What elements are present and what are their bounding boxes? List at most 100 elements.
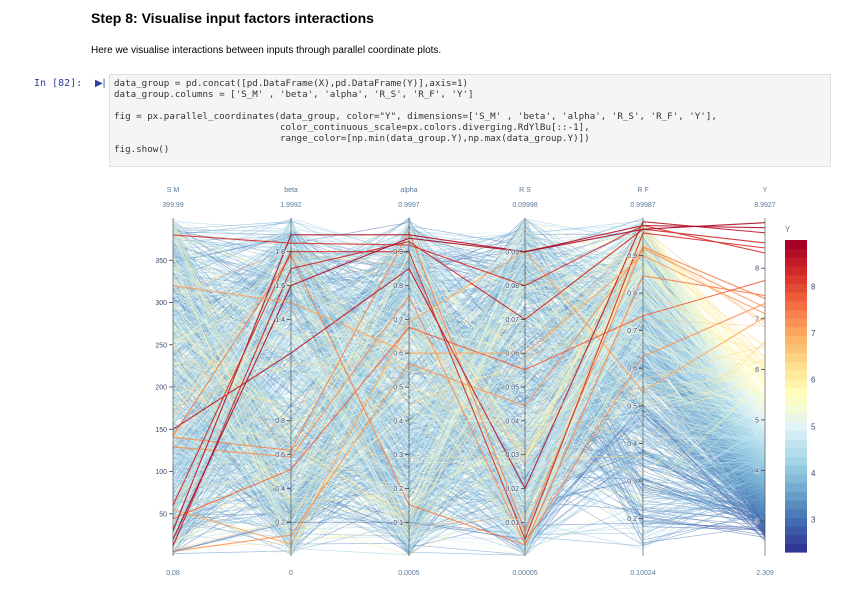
data-line bbox=[172, 248, 766, 367]
axis-tick-label: 0.01 bbox=[505, 520, 519, 527]
axis-tick-label: 0.08 bbox=[505, 283, 519, 290]
axis-tick-label: 350 bbox=[155, 258, 167, 265]
colorbar-segment bbox=[785, 396, 807, 406]
parallel-coordinates-plot[interactable]: S M 399.99 0.08 50 100 150 200 250 300 350 beta 1.9… bbox=[105, 180, 825, 605]
data-line bbox=[172, 232, 766, 541]
axis-bottom-value: 0 bbox=[289, 570, 293, 577]
data-line bbox=[172, 313, 766, 526]
axis-label: S M bbox=[167, 187, 180, 194]
data-line bbox=[172, 228, 766, 547]
code-line: data_group.columns = ['S_M' , 'beta', 'a… bbox=[114, 89, 474, 100]
axis-tick-label: 50 bbox=[159, 511, 167, 518]
axis-top-value: 8.9927 bbox=[754, 202, 776, 209]
data-line bbox=[172, 228, 766, 544]
colorbar: Y 3 4 5 6 7 8 bbox=[785, 225, 816, 553]
data-line bbox=[172, 279, 766, 406]
data-line bbox=[172, 249, 766, 545]
data-line bbox=[172, 264, 766, 537]
data-line bbox=[172, 328, 766, 463]
data-line bbox=[172, 254, 766, 556]
data-line bbox=[172, 242, 766, 466]
colorbar-segment bbox=[785, 240, 807, 250]
data-line bbox=[172, 224, 766, 287]
axis-tick-label: 5 bbox=[755, 417, 759, 424]
data-line bbox=[172, 267, 766, 551]
colorbar-segment bbox=[785, 526, 807, 536]
colorbar-segment bbox=[785, 439, 807, 449]
colorbar-tick-label: 7 bbox=[811, 329, 816, 338]
axis-tick-label: 0.2 bbox=[275, 520, 285, 527]
colorbar-segment bbox=[785, 517, 807, 527]
run-cell-icon[interactable]: ▶​| bbox=[95, 78, 106, 89]
axes-layer: S M399.990.0850100150200250300350beta1.9… bbox=[155, 187, 776, 577]
colorbar-segment bbox=[785, 543, 807, 553]
data-line bbox=[172, 243, 766, 535]
axis-label: Y bbox=[763, 187, 768, 194]
colorbar-segment bbox=[785, 422, 807, 432]
axis-r-s: R S 0.09998 0.00005 0.01 0.02 0.03 0.04 0.05 0.0… bbox=[505, 187, 538, 577]
plot-svg[interactable]: S M399.990.0850100150200250300350beta1.9… bbox=[105, 180, 825, 600]
data-line bbox=[172, 235, 766, 548]
colorbar-segment bbox=[785, 378, 807, 388]
axis-tick-label: 0.2 bbox=[627, 516, 637, 523]
data-line bbox=[172, 294, 766, 546]
code-line: data_group = pd.concat([pd.DataFrame(X),… bbox=[114, 78, 469, 89]
data-line bbox=[172, 230, 766, 548]
data-line bbox=[172, 267, 766, 411]
data-line bbox=[172, 312, 766, 515]
axis-tick-label: 0.4 bbox=[393, 418, 403, 425]
colorbar-segment bbox=[785, 326, 807, 336]
axis-tick-label: 0.8 bbox=[275, 418, 285, 425]
axis-s-m: S M 399.99 0.08 50 100 150 200 250 300 350 bbox=[155, 187, 184, 577]
colorbar-segment bbox=[785, 448, 807, 458]
data-line bbox=[172, 261, 766, 554]
axis-bottom-value: 0.00005 bbox=[512, 570, 537, 577]
data-line bbox=[172, 221, 766, 490]
axis-tick-label: 150 bbox=[155, 427, 167, 434]
data-line bbox=[172, 256, 766, 442]
axis-tick-label: 8 bbox=[755, 266, 759, 273]
code-line: fig.show() bbox=[114, 144, 170, 155]
axis-tick-label: 1.8 bbox=[275, 249, 285, 256]
data-line bbox=[172, 222, 766, 537]
data-line bbox=[172, 240, 766, 475]
code-cell[interactable]: data_group = pd.concat([pd.DataFrame(X),… bbox=[109, 74, 831, 167]
data-line bbox=[172, 318, 766, 517]
colorbar-segment bbox=[785, 534, 807, 544]
data-line bbox=[172, 230, 766, 533]
step-heading: Step 8: Visualise input factors interact… bbox=[91, 10, 374, 26]
data-line bbox=[172, 292, 766, 531]
axis-tick-label: 0.07 bbox=[505, 317, 519, 324]
axis-tick-label: 200 bbox=[155, 385, 167, 392]
data-line bbox=[172, 245, 766, 511]
axis-tick-label: 0.8 bbox=[627, 291, 637, 298]
data-line bbox=[172, 221, 766, 552]
colorbar-segment bbox=[785, 387, 807, 397]
axis-tick-label: 1.6 bbox=[275, 283, 285, 290]
data-line bbox=[172, 367, 766, 481]
colorbar-segment bbox=[785, 318, 807, 328]
colorbar-tick-label: 8 bbox=[811, 282, 816, 291]
axis-top-value: 0.09998 bbox=[512, 202, 537, 209]
data-line bbox=[172, 222, 766, 555]
axis-tick-label: 0.6 bbox=[627, 366, 637, 373]
data-line bbox=[172, 246, 766, 480]
colorbar-segment bbox=[785, 266, 807, 276]
axis-tick-label: 0.1 bbox=[393, 520, 403, 527]
colorbar-segment bbox=[785, 474, 807, 484]
data-line bbox=[172, 283, 766, 517]
code-lines[interactable]: data_group = pd.concat([pd.DataFrame(X),… bbox=[110, 75, 830, 158]
data-line bbox=[172, 243, 766, 556]
colorbar-tick-label: 6 bbox=[811, 376, 816, 385]
axis-tick-label: 0.06 bbox=[505, 351, 519, 358]
colorbar-segment bbox=[785, 430, 807, 440]
axis-y: Y 8.9927 2.309 3 4 5 6 7 8 bbox=[754, 187, 776, 577]
code-line: color_continuous_scale=px.colors.divergi… bbox=[279, 122, 590, 133]
axis-top-value: 0.99987 bbox=[630, 202, 655, 209]
data-line bbox=[172, 280, 766, 525]
data-line bbox=[172, 303, 766, 499]
data-line bbox=[172, 234, 766, 476]
axis-tick-label: 0.5 bbox=[627, 403, 637, 410]
data-line bbox=[172, 251, 766, 432]
colorbar-segment bbox=[785, 361, 807, 371]
